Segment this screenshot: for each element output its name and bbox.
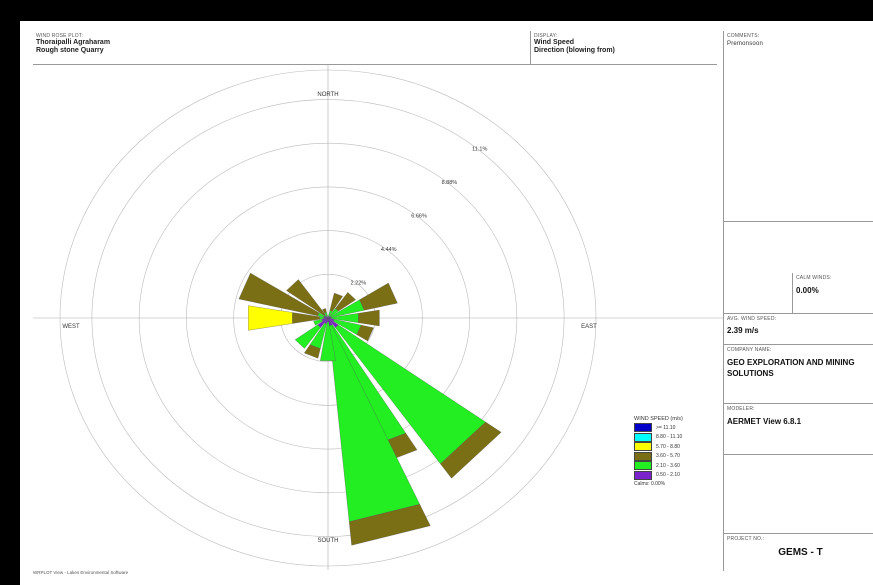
rose-petal-segment	[440, 421, 502, 479]
rose-petal-segment	[349, 504, 431, 546]
legend-swatch	[634, 451, 652, 461]
direction-east: EAST	[581, 324, 597, 330]
rose-petal-segment	[356, 324, 374, 342]
legend-swatch	[634, 442, 652, 452]
display-label: DISPLAY:	[534, 33, 558, 39]
rose-petal-segment	[358, 309, 380, 327]
legend-swatch	[634, 423, 652, 433]
project-no-label: PROJECT NO.:	[727, 536, 765, 542]
wind-rose-chart: 2.22% 4.44% 6.66% 8.88% 11.1% NORTH EAST SOU…	[33, 65, 723, 570]
rose-petal-segment	[286, 279, 326, 316]
rose-petal-segment	[248, 305, 293, 331]
legend-item: 0.50 - 2.10	[634, 470, 704, 481]
info-panel: COMMENTS: Premonsoon CALM WINDS: 0.00% A…	[723, 31, 873, 571]
ring-label: 6.66%	[411, 214, 427, 220]
legend-item: 2.10 - 3.60	[634, 461, 704, 471]
rose-petal-segment	[335, 292, 356, 312]
legend-title: WIND SPEED (m/s)	[634, 416, 683, 422]
modeler-cell: MODELER: AERMET View 6.8.1	[724, 404, 873, 455]
legend-swatch	[634, 470, 652, 480]
header-display: DISPLAY: Wind Speed Direction (blowing f…	[530, 31, 717, 65]
legend: WIND SPEED (m/s) >= 11.10 8.80 - 11.10 5.7…	[634, 416, 704, 487]
legend-item: 3.60 - 5.70	[634, 451, 704, 462]
direction-north: NORTH	[317, 92, 338, 98]
company-cell: COMPANY NAME: GEO EXPLORATION AND MINING…	[724, 345, 873, 404]
modeler-value: AERMET View 6.8.1	[727, 417, 802, 426]
direction-south: SOUTH	[318, 538, 339, 544]
rose-petal-segment	[313, 319, 323, 326]
company-label: COMPANY NAME:	[727, 347, 772, 353]
avg-value: 2.39 m/s	[727, 326, 759, 335]
comments-label: COMMENTS:	[727, 33, 760, 39]
report-sheet: WIND ROSE PLOT: Thoraipalli Agraharam Ro…	[20, 21, 873, 585]
legend-label: 5.70 - 8.80	[656, 443, 680, 450]
modeler-label: MODELER:	[727, 406, 755, 412]
legend-swatch	[634, 432, 652, 442]
rose-petal-segment	[320, 321, 336, 361]
legend-label: 3.60 - 5.70	[656, 453, 680, 460]
calm-cell: CALM WINDS: 0.00%	[724, 273, 873, 314]
rose-petal-segment	[329, 292, 343, 312]
ring-label: 2.22%	[351, 281, 367, 287]
legend-calms: Calms: 0.00%	[634, 481, 666, 487]
ring-label: 11.1%	[472, 147, 487, 153]
project-line1: Thoraipalli Agraharam	[36, 39, 111, 46]
legend-label: 0.50 - 2.10	[656, 472, 680, 479]
avg-label: AVG. WIND SPEED:	[727, 316, 777, 322]
rose-petal-segment	[359, 282, 398, 311]
header-project: WIND ROSE PLOT: Thoraipalli Agraharam Ro…	[33, 31, 530, 65]
footer-credit: WRPLOT View - Lakes Environmental Softwa…	[33, 570, 129, 575]
calm-value: 0.00%	[796, 286, 819, 295]
calm-label: CALM WINDS:	[796, 275, 832, 281]
project-line2: Rough stone Quarry	[36, 47, 104, 54]
legend-label: >= 11.10	[656, 424, 676, 431]
project-no-cell: PROJECT NO.: GEMS - T	[724, 533, 873, 571]
project-label: WIND ROSE PLOT:	[36, 33, 84, 39]
legend-swatch	[634, 461, 652, 471]
ring-label: 4.44%	[381, 247, 397, 253]
rose-petal-segment	[238, 272, 320, 316]
comments-value: Premonsoon	[727, 41, 764, 47]
legend-item: 8.80 - 11.10	[634, 432, 704, 443]
direction-west: WEST	[62, 324, 80, 330]
company-value: GEO EXPLORATION AND MINING SOLUTIONS	[727, 358, 855, 378]
display-line1: Wind Speed	[534, 39, 574, 46]
legend-label: 8.80 - 11.10	[656, 434, 683, 441]
legend-item: 5.70 - 8.80	[634, 442, 704, 452]
display-line2: Direction (blowing from)	[534, 47, 615, 54]
comments-cell: COMMENTS: Premonsoon	[724, 31, 873, 222]
rose-petal-segment	[304, 344, 321, 359]
legend-label: 2.10 - 3.60	[656, 462, 680, 469]
legend-item: >= 11.10	[634, 423, 704, 433]
rose-petal-segment	[294, 324, 321, 349]
project-no-value: GEMS - T	[778, 547, 823, 558]
rose-petal-segment	[322, 308, 327, 314]
avg-speed-cell: AVG. WIND SPEED: 2.39 m/s	[724, 314, 873, 345]
ring-label: 8.88%	[442, 180, 458, 186]
